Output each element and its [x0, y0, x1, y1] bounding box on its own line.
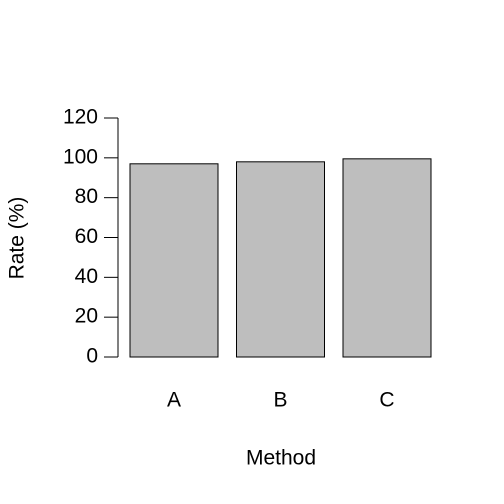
x-tick-label: B: [273, 389, 287, 412]
y-tick-label: 0: [86, 345, 98, 368]
y-tick-label: 60: [75, 225, 98, 248]
x-axis-label: Method: [246, 447, 316, 470]
y-tick-label: 100: [63, 145, 98, 168]
y-tick-label: 40: [75, 265, 98, 288]
bar: [236, 161, 325, 358]
x-tick-label: C: [379, 389, 394, 412]
y-axis-label: Rate (%): [6, 197, 29, 280]
y-tick-label: 120: [63, 106, 98, 129]
bar: [342, 158, 432, 358]
x-tick-label: A: [167, 389, 181, 412]
y-tick-label: 80: [75, 185, 98, 208]
y-tick-label: 20: [75, 305, 98, 328]
bar: [129, 163, 219, 358]
